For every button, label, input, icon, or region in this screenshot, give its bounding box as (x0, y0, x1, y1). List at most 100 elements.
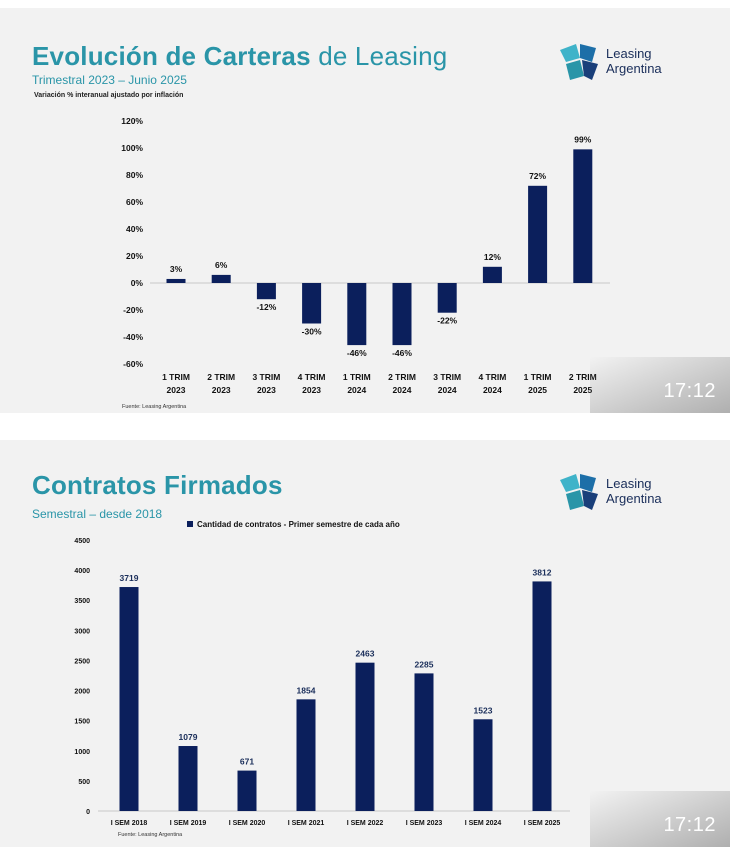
bar (414, 673, 434, 811)
data-label: 2463 (356, 649, 375, 659)
data-label: 1523 (474, 705, 493, 715)
bar (573, 149, 593, 283)
bar (355, 662, 375, 811)
logo-line2: Argentina (606, 491, 662, 506)
timestamp-overlay: 17:12 (590, 791, 730, 847)
y-tick-label: 120% (121, 116, 143, 126)
x-tick-label: 2024 (347, 385, 366, 395)
bar (347, 283, 367, 346)
leasing-argentina-logo: Leasing Argentina (556, 40, 676, 86)
data-label: 3719 (120, 573, 139, 583)
bar (237, 770, 257, 811)
x-tick-label: I SEM 2018 (111, 820, 148, 827)
chart-source: Fuente: Leasing Argentina (122, 404, 187, 410)
x-tick-label: 2023 (167, 385, 186, 395)
x-tick-label: 2024 (393, 385, 412, 395)
bar (528, 185, 548, 283)
bar (473, 719, 493, 811)
x-tick-label: 1 TRIM (162, 372, 190, 382)
y-tick-label: 0% (131, 278, 144, 288)
x-tick-label: 2 TRIM (207, 372, 235, 382)
x-tick-label: I SEM 2025 (524, 820, 561, 827)
data-label: 3812 (533, 567, 552, 577)
x-tick-label: 1 TRIM (524, 372, 552, 382)
chart-contratos: Cantidad de contratos - Primer semestre … (74, 520, 570, 827)
data-label: 99% (574, 134, 591, 144)
x-tick-label: I SEM 2021 (288, 820, 325, 827)
y-tick-label: 2000 (74, 689, 90, 696)
title-light: de Leasing (318, 41, 448, 71)
y-tick-label: 1500 (74, 719, 90, 726)
x-tick-label: 2025 (573, 385, 592, 395)
x-tick-label: 3 TRIM (433, 372, 461, 382)
x-tick-label: I SEM 2024 (465, 820, 502, 827)
side-disclaimer (718, 460, 724, 840)
chart-source: Fuente: Leasing Argentina (118, 832, 183, 838)
bar (166, 278, 186, 283)
y-tick-label: 3500 (74, 598, 90, 605)
bar (256, 283, 276, 300)
data-label: -30% (302, 327, 322, 337)
data-label: 1854 (297, 685, 316, 695)
x-tick-label: 3 TRIM (252, 372, 280, 382)
leasing-argentina-logo-icon (560, 474, 598, 510)
data-label: -22% (437, 316, 457, 326)
data-label: -46% (392, 348, 412, 358)
data-label: 6% (215, 260, 228, 270)
x-tick-label: I SEM 2022 (347, 820, 384, 827)
slide-title: Evolución de Carteras de Leasing (32, 41, 447, 72)
bar (437, 283, 457, 313)
x-tick-label: 2023 (302, 385, 321, 395)
legend-swatch (187, 521, 193, 527)
data-label: 12% (484, 252, 501, 262)
y-tick-label: -40% (123, 332, 143, 342)
y-tick-label: 60% (126, 197, 143, 207)
data-label: -12% (256, 302, 276, 312)
bar (482, 266, 502, 283)
logo-line1: Leasing (606, 46, 652, 61)
x-tick-label: 2023 (257, 385, 276, 395)
x-tick-label: 2023 (212, 385, 231, 395)
slide-subtitle: Semestral – desde 2018 (32, 507, 163, 521)
y-tick-label: 500 (78, 779, 90, 786)
x-tick-label: I SEM 2019 (170, 820, 207, 827)
x-tick-label: 4 TRIM (298, 372, 326, 382)
x-tick-label: 2025 (528, 385, 547, 395)
y-tick-label: 3000 (74, 628, 90, 635)
slide-title: Contratos Firmados (32, 470, 283, 501)
y-tick-label: 4500 (74, 538, 90, 545)
data-label: 3% (170, 264, 183, 274)
timestamp: 17:12 (663, 814, 716, 836)
y-tick-label: 20% (126, 251, 143, 261)
bar (532, 581, 552, 811)
slide-contratos: Contratos Firmados Semestral – desde 201… (0, 440, 730, 847)
legend-label: Cantidad de contratos - Primer semestre … (197, 520, 400, 529)
x-tick-label: I SEM 2023 (406, 820, 443, 827)
x-tick-label: 1 TRIM (343, 372, 371, 382)
chart-note: Variación % interanual ajustado por infl… (34, 92, 184, 99)
chart-carteras: 120% 100% 80% 60% 40% 20% 0% -20% -40% -60% 3% 1 TR… (121, 116, 610, 395)
data-label: -46% (347, 348, 367, 358)
title-bold: Evolución de Carteras (32, 41, 311, 71)
x-tick-label: 4 TRIM (478, 372, 506, 382)
logo-line1: Leasing (606, 476, 652, 491)
x-tick-label: 2024 (483, 385, 502, 395)
leasing-argentina-logo: Leasing Argentina (556, 470, 676, 516)
y-tick-label: 40% (126, 224, 143, 234)
x-tick-label: I SEM 2020 (229, 820, 266, 827)
slide-subtitle: Trimestral 2023 – Junio 2025 (32, 73, 187, 87)
bar (302, 283, 322, 324)
bar (296, 699, 316, 811)
data-label: 671 (240, 757, 254, 767)
bar (119, 587, 139, 811)
y-tick-label: 100% (121, 143, 143, 153)
y-tick-label: 2500 (74, 658, 90, 665)
slide-carteras: Evolución de Carteras de Leasing Trimest… (0, 8, 730, 413)
y-tick-label: 0 (86, 809, 90, 816)
timestamp-overlay: 17:12 (590, 357, 730, 413)
x-tick-label: 2 TRIM (388, 372, 416, 382)
y-tick-label: 1000 (74, 749, 90, 756)
leasing-argentina-logo-icon (560, 44, 598, 80)
bar (392, 283, 412, 346)
side-disclaimer (718, 28, 724, 408)
